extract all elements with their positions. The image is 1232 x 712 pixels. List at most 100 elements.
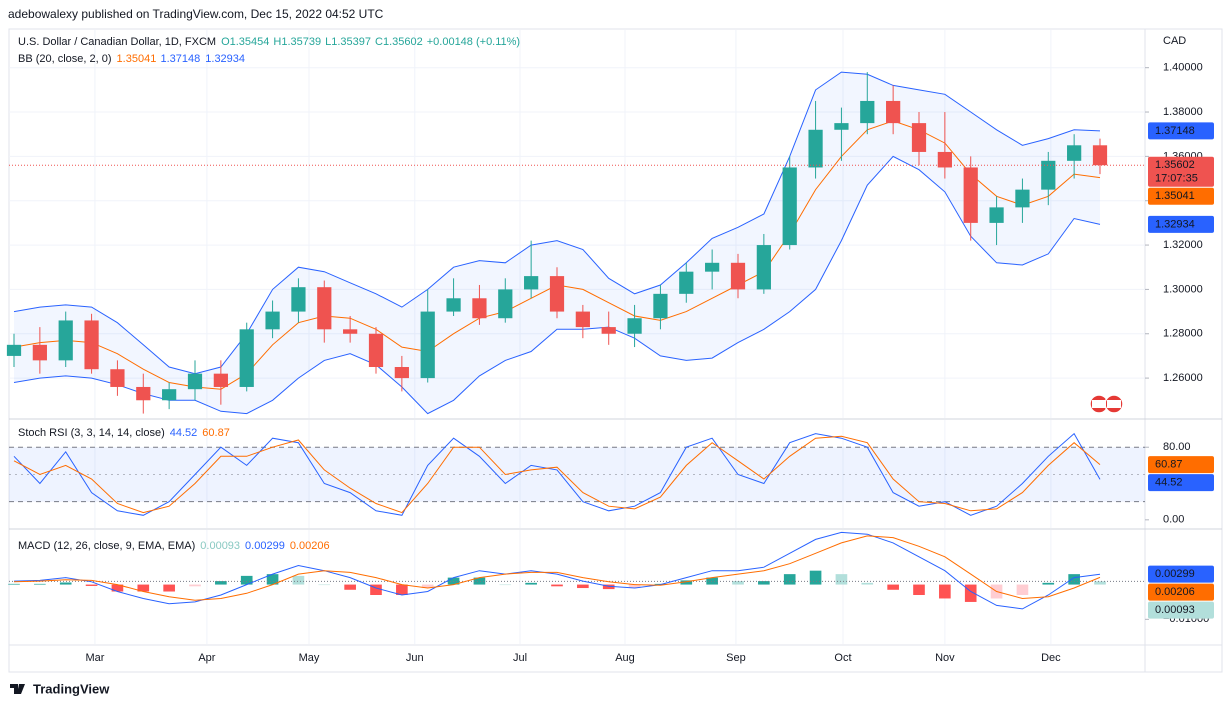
candle-body xyxy=(110,369,125,387)
legend-item: 1.35041 xyxy=(117,53,157,65)
candle-body xyxy=(498,289,513,319)
legend-item: 60.87 xyxy=(202,427,230,439)
candle-body xyxy=(886,100,901,124)
candle-body xyxy=(162,389,177,401)
axis-value-box xyxy=(1148,583,1214,601)
candle-body xyxy=(756,245,771,290)
band-fill xyxy=(9,447,1145,502)
candle-body xyxy=(6,344,22,356)
axis-value-label: 1.32934 xyxy=(1155,218,1195,230)
x-tick-label: Dec xyxy=(1041,652,1061,664)
legend-item: MACD (12, 26, close, 9, EMA, EMA) xyxy=(18,540,195,552)
axis-value-box xyxy=(1148,156,1214,187)
legend-item: 0.00206 xyxy=(290,540,330,552)
candle-body xyxy=(213,373,228,387)
bb-band xyxy=(14,72,1100,414)
histogram-bar xyxy=(913,584,925,595)
candle-body xyxy=(782,167,797,246)
legend-item: 0.00093 xyxy=(200,540,240,552)
candle-body xyxy=(911,123,927,152)
legend-item: L1.35397 xyxy=(325,36,371,48)
candle-body xyxy=(1092,145,1108,166)
x-tick-label: Jul xyxy=(513,652,527,664)
legend-item: 1.32934 xyxy=(205,53,245,65)
y-tick-label: 0.00 xyxy=(1163,514,1184,526)
candle-body xyxy=(58,320,73,361)
flag-icons xyxy=(1089,394,1124,414)
axis-value-label: 1.35602 xyxy=(1155,159,1195,171)
y-tick-label: 1.26000 xyxy=(1163,372,1203,384)
histogram-bar xyxy=(85,584,98,586)
histogram-bar xyxy=(525,582,537,585)
legend-item: C1.35602 xyxy=(375,36,423,48)
histogram-bar xyxy=(240,575,253,585)
candle-body xyxy=(472,298,487,319)
x-tick-label: Aug xyxy=(615,652,635,664)
candle-body xyxy=(368,333,384,368)
legend-item: O1.35454 xyxy=(221,36,269,48)
histogram-bar xyxy=(189,584,201,587)
axis-value-label: 0.00299 xyxy=(1155,568,1195,580)
axis-value-box xyxy=(1148,187,1214,205)
histogram-bar xyxy=(809,570,822,585)
histogram-bar xyxy=(215,581,227,585)
y-tick-label: 1.38000 xyxy=(1163,106,1203,118)
legend-item: +0.00148 (+0.11%) xyxy=(427,36,520,48)
histogram-bar xyxy=(835,574,848,585)
x-tick-label: Jun xyxy=(406,652,424,664)
candle-body xyxy=(601,327,616,334)
candle-body xyxy=(679,271,694,294)
footer-brand: TradingView xyxy=(33,681,110,696)
y-tick-label: 1.40000 xyxy=(1163,62,1203,74)
candle-body xyxy=(446,298,461,312)
candle-body xyxy=(84,320,99,370)
signal-line xyxy=(13,535,1101,601)
legend-item: 1.37148 xyxy=(161,53,201,65)
histogram-bar xyxy=(344,584,356,590)
stoch-line xyxy=(13,435,1101,514)
axis-value-box xyxy=(1148,122,1214,140)
axis-value-label: 60.87 xyxy=(1155,458,1183,470)
countdown-label: 17:07:35 xyxy=(1155,173,1198,185)
histogram-bar xyxy=(266,574,279,585)
histogram-bar xyxy=(421,584,434,589)
candle-body xyxy=(187,373,203,390)
stoch-legend: Stoch RSI (3, 3, 14, 14, close) 44.52 60.8… xyxy=(18,427,230,439)
candle-body xyxy=(32,344,47,361)
candle-body xyxy=(989,207,1004,223)
histogram-bar xyxy=(887,584,899,590)
axis-value-label: 0.00206 xyxy=(1155,586,1195,598)
histogram-bar xyxy=(318,584,331,586)
candle-body xyxy=(239,329,254,387)
histogram-bar xyxy=(939,584,951,599)
x-tick-label: Oct xyxy=(834,652,851,664)
histogram-bar xyxy=(602,584,615,590)
y-tick-label: 1.32000 xyxy=(1163,239,1203,251)
y-tick-label: 1.28000 xyxy=(1163,328,1203,340)
axis-value-label: 44.52 xyxy=(1155,476,1183,488)
legend-item: U.S. Dollar / Canadian Dollar, 1D, FXCM xyxy=(18,36,216,48)
bb-lower xyxy=(13,155,1101,415)
histogram-bar xyxy=(370,584,382,595)
candle-body xyxy=(860,100,875,124)
histogram-bar xyxy=(111,584,124,592)
histogram-bar xyxy=(551,584,563,587)
histogram-bar xyxy=(1068,574,1080,585)
histogram-bar xyxy=(473,577,486,585)
candle-body xyxy=(937,151,952,168)
histogram-bar xyxy=(861,582,874,585)
candle-body xyxy=(808,129,823,168)
legend-item: 44.52 xyxy=(170,427,198,439)
candle-body xyxy=(575,311,590,328)
histogram-bar xyxy=(137,584,150,592)
candle-body xyxy=(963,167,978,223)
candle-body xyxy=(394,367,409,379)
macd-legend: MACD (12, 26, close, 9, EMA, EMA) 0.00093… xyxy=(18,540,330,552)
candle-body xyxy=(705,262,720,272)
histogram-bar xyxy=(499,584,512,586)
candle-body xyxy=(291,287,306,312)
candle-body xyxy=(1015,189,1030,208)
stoch-line xyxy=(13,432,1101,516)
